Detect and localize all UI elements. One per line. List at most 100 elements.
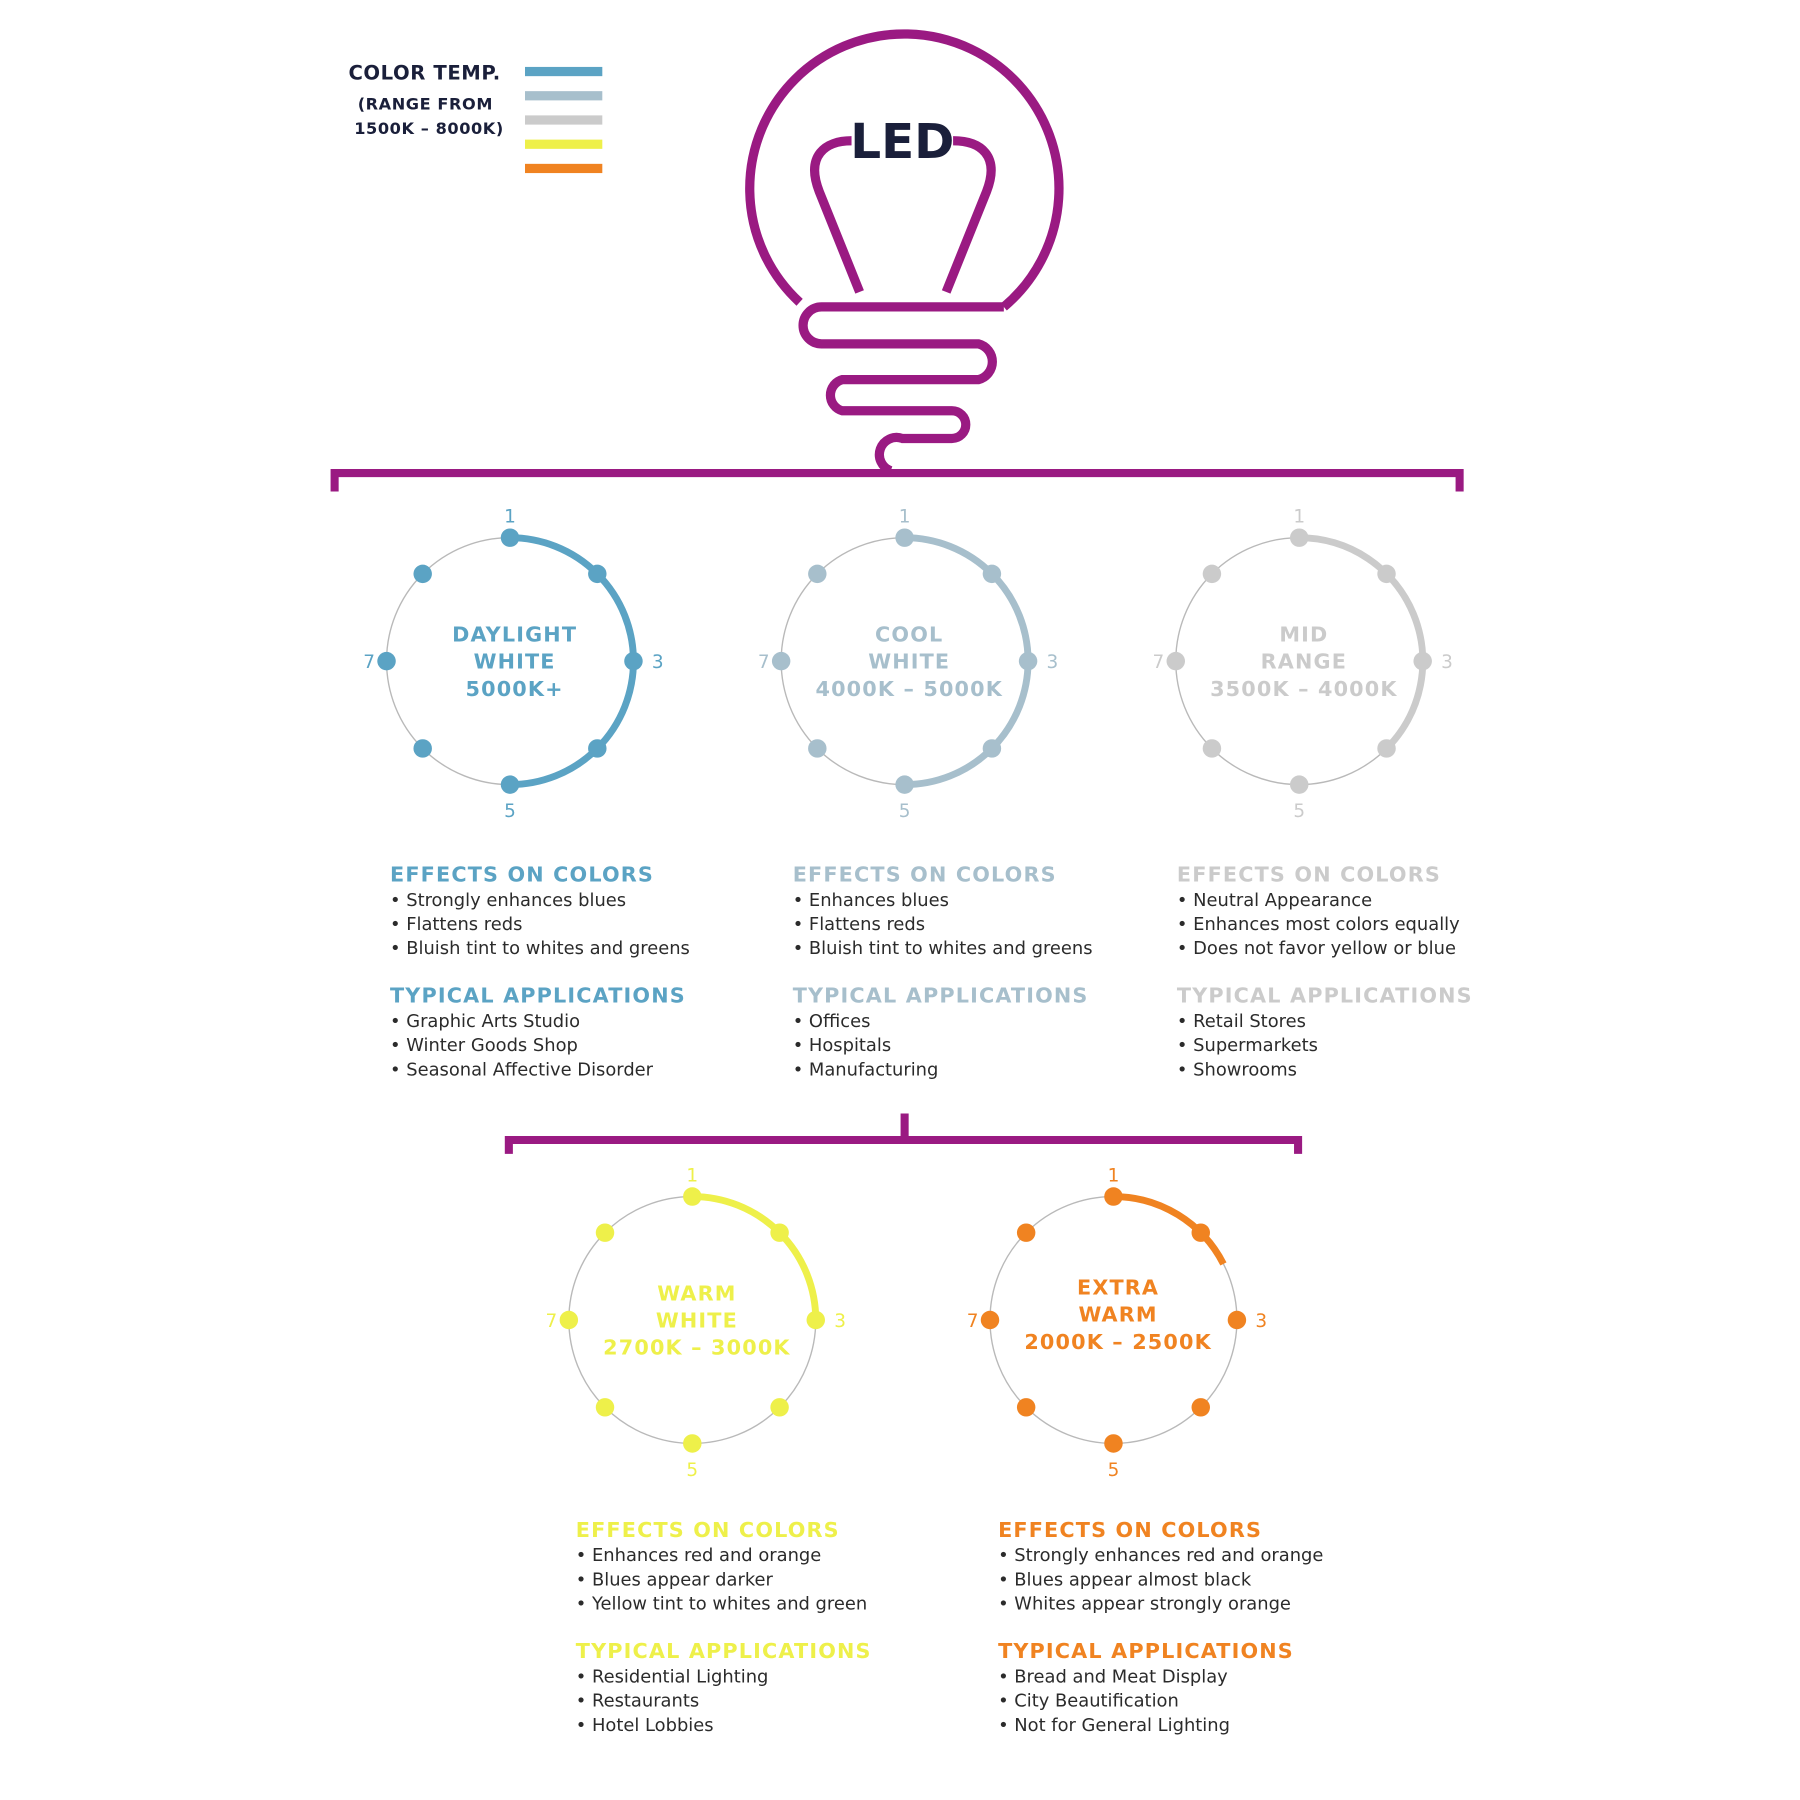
- dial-marker: [1413, 651, 1432, 671]
- legend-swatch: [525, 91, 603, 101]
- dial-marker: [377, 651, 396, 671]
- category-name-line: WHITE: [474, 650, 556, 674]
- category-name-line: 2000K – 2500K: [1024, 1330, 1211, 1354]
- category-warm: 1 3 5 7 WARM WHITE 2700K – 3000K EFFECTS ON COL…: [546, 1166, 871, 1736]
- applications-heading: TYPICAL APPLICATIONS: [998, 1639, 1294, 1663]
- dial-marker: [770, 1398, 789, 1417]
- dial-marker: [588, 739, 607, 758]
- temperature-arc: [1299, 534, 1427, 751]
- dial-marker: [808, 564, 827, 584]
- effect-item: • Blues appear almost black: [998, 1569, 1252, 1590]
- category-name-line: 3500K – 4000K: [1210, 677, 1397, 701]
- application-item: • Hospitals: [793, 1035, 891, 1056]
- category-name-line: COOL: [875, 623, 943, 647]
- temperature-arc: [1113, 1193, 1227, 1266]
- effects-heading: EFFECTS ON COLORS: [390, 863, 654, 887]
- effect-item: • Blues appear darker: [576, 1569, 774, 1590]
- legend-swatch: [525, 139, 603, 149]
- dial-marker: [1104, 1187, 1123, 1206]
- marker-number: 3: [1047, 652, 1059, 673]
- legend-swatch: [525, 115, 603, 125]
- legend-title: COLOR TEMP.: [348, 62, 500, 85]
- application-item: • Winter Goods Shop: [390, 1035, 578, 1056]
- dial-marker: [1377, 564, 1396, 584]
- legend-swatch: [525, 163, 603, 174]
- effect-item: • Strongly enhances red and orange: [998, 1545, 1323, 1566]
- marker-number: 1: [686, 1166, 698, 1187]
- dial-marker: [1290, 528, 1309, 547]
- application-item: • Graphic Arts Studio: [390, 1011, 580, 1032]
- category-name-line: MID: [1279, 623, 1328, 647]
- dial-marker: [1202, 739, 1222, 758]
- application-item: • Manufacturing: [793, 1059, 939, 1080]
- category-name-line: RANGE: [1261, 650, 1347, 674]
- category-name-line: WARM: [657, 1281, 736, 1305]
- effect-item: • Enhances red and orange: [576, 1545, 822, 1566]
- dial-marker: [413, 739, 432, 758]
- dial-marker: [770, 1223, 789, 1242]
- marker-number: 7: [967, 1311, 979, 1332]
- category-name-line: 2700K – 3000K: [603, 1336, 790, 1360]
- marker-number: 1: [504, 507, 516, 528]
- application-item: • Residential Lighting: [576, 1666, 769, 1687]
- legend-subtitle-line1: (RANGE FROM: [358, 95, 493, 114]
- dial-marker: [624, 651, 643, 671]
- marker-number: 5: [686, 1460, 698, 1481]
- effect-item: • Neutral Appearance: [1177, 890, 1372, 911]
- marker-number: 3: [652, 652, 664, 673]
- marker-number: 7: [758, 652, 770, 673]
- effect-item: • Bluish tint to whites and greens: [793, 938, 1093, 959]
- dial-marker: [1191, 1223, 1210, 1242]
- application-item: • City Beautification: [998, 1691, 1179, 1712]
- dial-marker: [982, 564, 1002, 584]
- effect-item: • Flattens reds: [390, 914, 522, 935]
- dial-marker: [588, 564, 607, 584]
- application-item: • Not for General Lighting: [998, 1715, 1230, 1736]
- category-mid: 1 3 5 7 MID RANGE 3500K – 4000K EFFECTS ON COLO…: [1152, 507, 1471, 1081]
- marker-number: 1: [899, 507, 911, 528]
- category-cool: 1 3 5 7 COOL WHITE 4000K – 5000K EFFECTS ON COL…: [758, 507, 1093, 1081]
- marker-number: 7: [363, 652, 375, 673]
- marker-number: 7: [1152, 652, 1164, 673]
- dial-marker: [895, 775, 914, 794]
- application-item: • Showrooms: [1177, 1059, 1297, 1080]
- dial-marker: [595, 1223, 615, 1242]
- bottom-bracket: [504, 1135, 1303, 1154]
- marker-number: 5: [899, 801, 911, 822]
- legend: COLOR TEMP. (RANGE FROM 1500K – 8000K): [348, 62, 603, 174]
- bulb-label: LED: [850, 114, 954, 170]
- application-item: • Seasonal Affective Disorder: [390, 1059, 654, 1080]
- dial-marker: [980, 1310, 1000, 1330]
- marker-number: 3: [1441, 652, 1453, 673]
- marker-number: 5: [504, 801, 516, 822]
- dial-marker: [559, 1310, 579, 1330]
- marker-number: 7: [546, 1311, 558, 1332]
- marker-number: 1: [1293, 507, 1305, 528]
- marker-number: 5: [1293, 801, 1305, 822]
- category-name-line: EXTRA: [1077, 1276, 1159, 1300]
- effect-item: • Flattens reds: [793, 914, 925, 935]
- application-item: • Supermarkets: [1177, 1035, 1318, 1056]
- dial-marker: [683, 1187, 702, 1206]
- application-item: • Restaurants: [576, 1691, 699, 1712]
- dial-marker: [806, 1310, 825, 1330]
- bulb-glass: [745, 29, 1064, 311]
- category-name-line: DAYLIGHT: [452, 623, 577, 647]
- legend-swatch: [525, 66, 603, 77]
- dial-marker: [595, 1398, 615, 1417]
- effect-item: • Does not favor yellow or blue: [1177, 938, 1456, 959]
- applications-heading: TYPICAL APPLICATIONS: [390, 984, 686, 1008]
- application-item: • Hotel Lobbies: [576, 1715, 714, 1736]
- top-bracket: [330, 469, 1464, 492]
- effects-heading: EFFECTS ON COLORS: [998, 1518, 1262, 1542]
- dial-marker: [895, 528, 914, 547]
- dial-marker: [1016, 1398, 1036, 1417]
- application-item: • Bread and Meat Display: [998, 1666, 1228, 1687]
- dial-marker: [1018, 651, 1038, 671]
- dial-marker: [982, 739, 1002, 758]
- dial-marker: [1202, 564, 1222, 584]
- effect-item: • Enhances most colors equally: [1177, 914, 1460, 935]
- category-daylight: 1 3 5 7 DAYLIGHT WHITE 5000K+ EFFECTS ON COLORS…: [363, 507, 690, 1081]
- filament-left: [810, 136, 864, 294]
